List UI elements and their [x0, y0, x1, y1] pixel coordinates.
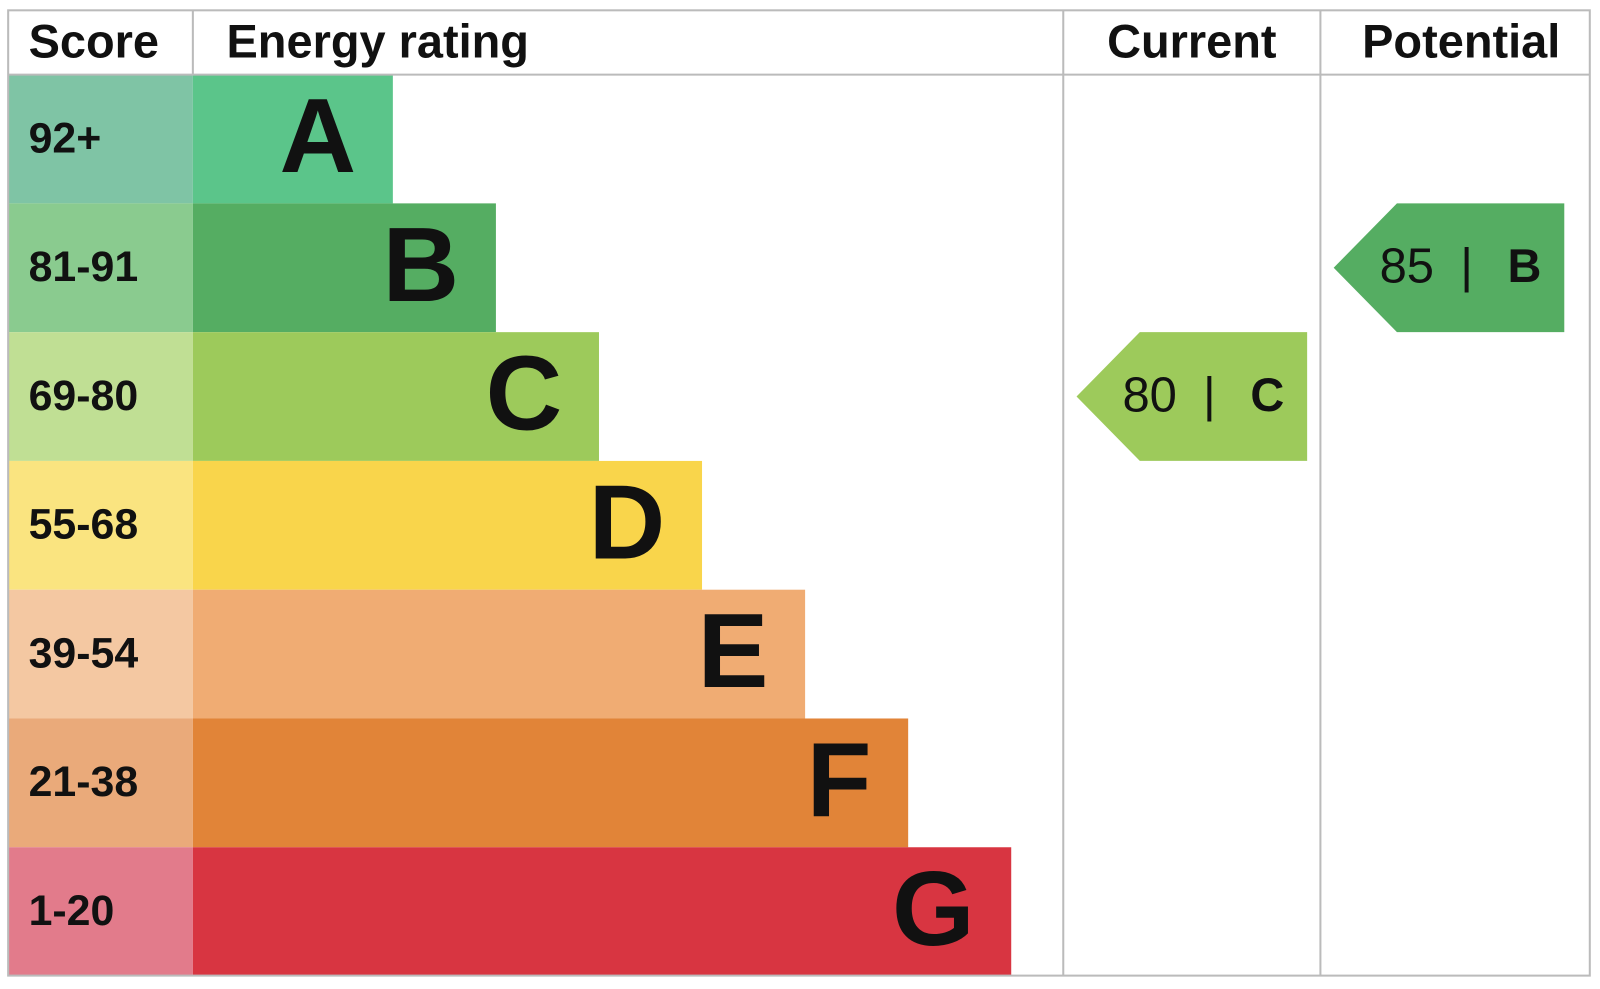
rating-letter: A	[279, 77, 356, 195]
header-rating: Energy rating	[227, 15, 529, 67]
score-cell	[8, 589, 193, 719]
score-cell	[8, 203, 193, 333]
current-arrow	[1076, 332, 1308, 461]
current-rating: C	[1250, 369, 1284, 421]
rating-letter: E	[698, 592, 769, 710]
rating-letter: F	[807, 721, 872, 839]
score-cell	[8, 332, 193, 461]
potential-arrow	[1333, 203, 1565, 333]
rating-letter: G	[892, 850, 975, 968]
current-separator: |	[1203, 369, 1216, 423]
score-cell	[8, 460, 193, 590]
potential-separator: |	[1460, 240, 1473, 294]
score-cell	[8, 74, 193, 204]
header-score: Score	[29, 15, 159, 67]
score-cell	[8, 847, 193, 977]
rating-letter: D	[589, 463, 666, 581]
rating-bar	[192, 203, 496, 333]
rating-bar	[192, 332, 599, 461]
potential-rating: B	[1508, 240, 1542, 292]
rating-bar	[192, 460, 703, 590]
rating-letter: B	[383, 206, 460, 324]
bands	[8, 74, 1012, 977]
score-range: 21-38	[29, 758, 139, 806]
score-range: 39-54	[29, 629, 139, 677]
rating-letter: C	[486, 335, 563, 453]
table-grid	[7, 9, 1591, 977]
rating-bar	[192, 74, 393, 204]
rating-bar	[192, 589, 806, 719]
score-range: 81-91	[29, 243, 139, 291]
score-range: 69-80	[29, 372, 139, 420]
potential-score: 85	[1380, 240, 1434, 294]
score-cell	[8, 718, 193, 848]
rating-bar	[192, 718, 909, 848]
current-score: 80	[1122, 369, 1176, 423]
header-current: Current	[1107, 15, 1277, 67]
header-potential: Potential	[1362, 15, 1560, 67]
score-range: 92+	[29, 114, 102, 162]
rating-bar	[192, 847, 1012, 977]
score-range: 1-20	[29, 887, 115, 935]
score-range: 55-68	[29, 501, 139, 549]
